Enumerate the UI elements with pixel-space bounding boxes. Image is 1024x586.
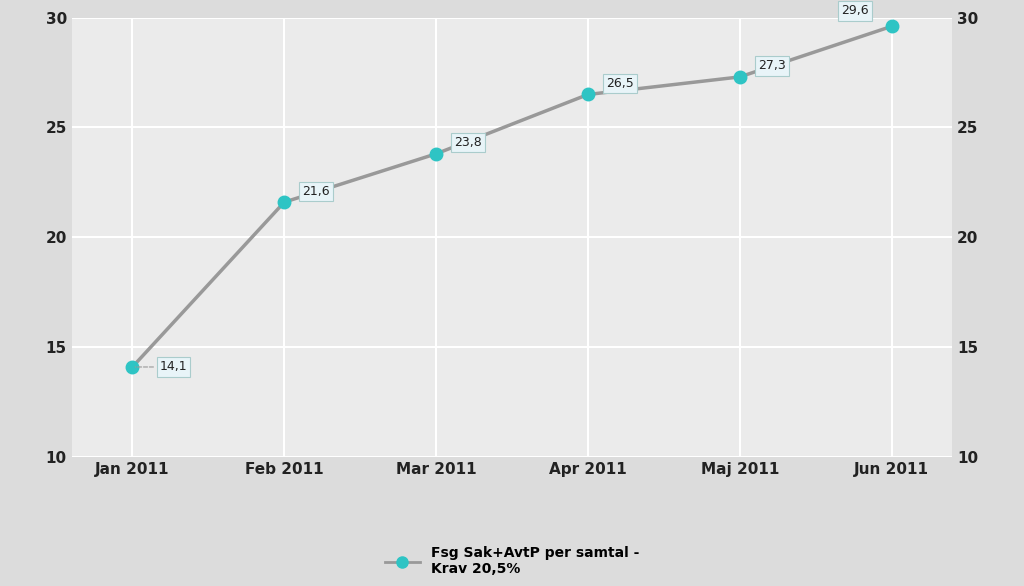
Point xyxy=(884,22,900,31)
Point xyxy=(276,197,293,207)
Text: 21,6: 21,6 xyxy=(302,185,330,197)
Text: 23,8: 23,8 xyxy=(455,137,482,149)
Point xyxy=(580,90,596,99)
Point xyxy=(428,149,444,159)
Legend: Fsg Sak+AvtP per samtal -
Krav 20,5%: Fsg Sak+AvtP per samtal - Krav 20,5% xyxy=(379,541,645,582)
Text: 26,5: 26,5 xyxy=(606,77,634,90)
Text: 29,6: 29,6 xyxy=(841,5,868,18)
Point xyxy=(731,72,748,81)
Text: 27,3: 27,3 xyxy=(758,59,785,73)
Text: 14,1: 14,1 xyxy=(135,360,187,373)
Point xyxy=(124,362,140,372)
